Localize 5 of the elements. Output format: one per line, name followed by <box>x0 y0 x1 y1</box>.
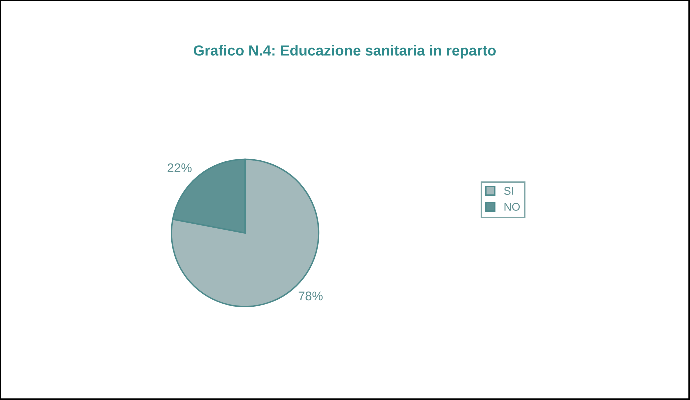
legend-label: SI <box>504 187 514 196</box>
data-label: 78% <box>298 292 323 301</box>
legend-label: NO <box>504 203 520 211</box>
data-label: 22% <box>168 164 192 172</box>
chart-title: Grafico N.4: Educazione sanitaria in reparto <box>194 45 496 59</box>
